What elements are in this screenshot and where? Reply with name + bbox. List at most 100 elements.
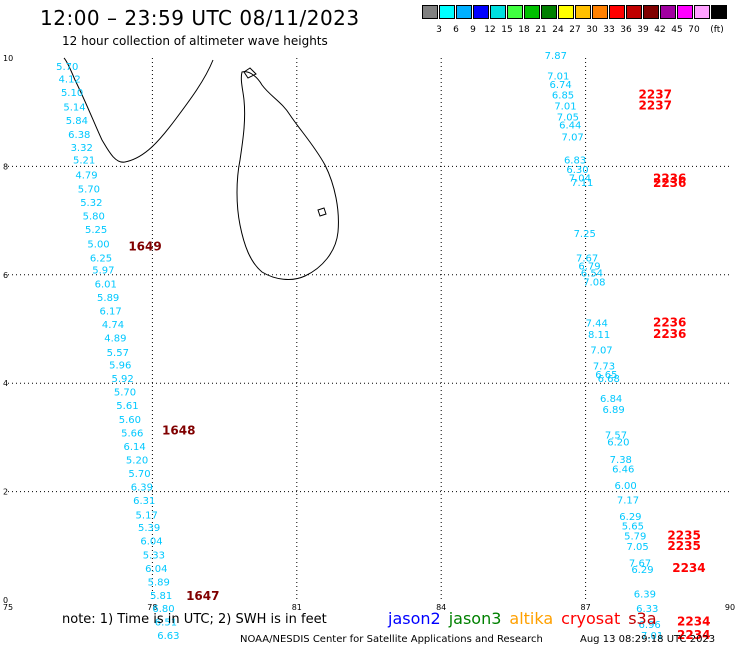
wave-height-label: 5.57: [107, 348, 129, 359]
x-tick-label: 87: [581, 603, 591, 612]
wave-height-label: 5.25: [85, 225, 107, 236]
wave-height-label: 6.68: [598, 374, 620, 385]
wave-height-label: 6.83: [564, 156, 586, 167]
wave-height-label: 5.60: [119, 415, 141, 426]
wave-height-label: 6.54: [581, 268, 603, 279]
wave-height-label: 6.33: [636, 604, 658, 615]
wave-height-label: 7.01: [547, 72, 569, 83]
pass-time-label: 2236: [653, 172, 686, 186]
wave-height-label: 5.97: [92, 266, 114, 277]
wave-height-label: 5.21: [73, 156, 95, 167]
y-tick-label: 10: [3, 54, 13, 63]
wave-height-label: 5.66: [121, 428, 143, 439]
scale-swatch: [694, 5, 710, 19]
pass-time-label: 2237: [639, 88, 672, 102]
wave-height-label: 6.89: [602, 405, 624, 416]
wave-height-label: 6.04: [145, 564, 167, 575]
jaffna-outline: [243, 67, 257, 79]
y-tick-label: 6: [3, 271, 8, 280]
wave-height-label: 6.00: [614, 481, 636, 492]
wave-height-label: 5.10: [61, 88, 83, 99]
scale-label: 12: [484, 25, 496, 35]
scale-label: 33: [603, 25, 615, 35]
track-west: 5.704.125.105.145.846.383.325.214.795.70…: [56, 62, 219, 642]
scale-swatch: [626, 5, 642, 19]
timestamp-text: Aug 13 08:29:18 UTC 2023: [580, 634, 716, 645]
wave-height-label: 6.29: [631, 565, 653, 576]
wave-height-label: 6.39: [634, 589, 656, 600]
legend-entry-s3a: s3a: [628, 609, 657, 628]
wave-height-label: 7.11: [571, 178, 593, 189]
wave-height-label: 7.17: [617, 496, 639, 507]
scale-swatch: [473, 5, 489, 19]
scale-swatch: [490, 5, 506, 19]
wave-height-label: 6.44: [559, 120, 581, 131]
wave-height-label: 5.70: [114, 388, 136, 399]
wave-height-label: 5.70: [56, 62, 78, 73]
sri-lanka-coastline: [63, 57, 339, 280]
scale-label: 24: [552, 25, 564, 35]
x-tick-label: 78: [147, 603, 157, 612]
scale-label: 30: [586, 25, 598, 35]
wave-height-label: 6.25: [90, 253, 112, 264]
wave-height-label: 7.01: [554, 101, 576, 112]
wave-height-label: 7.25: [574, 229, 596, 240]
scale-swatch: [711, 5, 727, 19]
wave-height-label: 4.12: [59, 74, 81, 85]
pass-time-label: 2236: [653, 176, 686, 190]
wave-height-label: 6.46: [612, 465, 634, 476]
wave-height-label: 5.33: [143, 550, 165, 561]
x-tick-label: 90: [725, 603, 735, 612]
wave-height-label: 5.70: [78, 184, 100, 195]
wave-height-label: 5.84: [66, 116, 88, 127]
wave-height-label: 5.89: [148, 577, 170, 588]
scale-swatch: [575, 5, 591, 19]
y-tick-label: 4: [3, 379, 8, 388]
india-coastline: [63, 57, 214, 163]
legend-entry-altika: altika: [509, 609, 554, 628]
scale-swatch: [524, 5, 540, 19]
x-tick-label: 75: [3, 603, 13, 612]
scale-label: 36: [620, 25, 632, 35]
wave-height-label: 8.11: [588, 330, 610, 341]
wave-height-label: 7.87: [545, 51, 567, 62]
wave-height-label: 6.14: [124, 442, 146, 453]
wave-height-label: 7.57: [605, 430, 627, 441]
wave-height-label: 7.07: [562, 132, 584, 143]
scale-swatch: [643, 5, 659, 19]
pass-time-label: 2234: [677, 614, 710, 628]
scale-swatch: [507, 5, 523, 19]
wave-height-label: 5.00: [87, 240, 109, 251]
legend-entry-jason3: jason3: [448, 609, 502, 628]
wave-height-label: 7.01: [641, 631, 663, 642]
wave-height-label: 5.39: [138, 523, 160, 534]
wave-height-label: 6.31: [133, 496, 155, 507]
scale-swatch: [422, 5, 438, 19]
scale-label: (ft): [710, 25, 724, 35]
y-tick-label: 8: [3, 162, 8, 171]
legend-entry-jason2: jason2: [388, 609, 441, 628]
wave-height-label: 7.05: [627, 542, 649, 553]
wave-height-label: 6.84: [600, 394, 622, 405]
sri-lanka-outline: [236, 71, 339, 280]
wave-height-label: 4.79: [75, 170, 97, 181]
wave-height-label: 6.65: [595, 370, 617, 381]
wave-height-label: 7.04: [569, 174, 591, 185]
y-tick-label: 0: [3, 596, 8, 605]
scale-swatch: [541, 5, 557, 19]
scale-label: 3: [436, 25, 442, 35]
wave-height-label: 7.38: [610, 455, 632, 466]
wave-height-label: 3.32: [71, 143, 93, 154]
scale-label: 18: [518, 25, 530, 35]
wave-height-label: 6.01: [95, 279, 117, 290]
wave-height-label: 5.92: [111, 374, 133, 385]
wave-height-label: 4.74: [102, 320, 124, 331]
wave-height-label: 7.07: [590, 345, 612, 356]
wave-height-label: 6.17: [99, 306, 121, 317]
scale-label: 70: [688, 25, 700, 35]
scale-swatch: [456, 5, 472, 19]
wave-height-label: 5.80: [83, 212, 105, 223]
wave-height-label: 7.05: [557, 112, 579, 123]
scale-swatch: [660, 5, 676, 19]
y-tick-label: 2: [3, 488, 8, 497]
